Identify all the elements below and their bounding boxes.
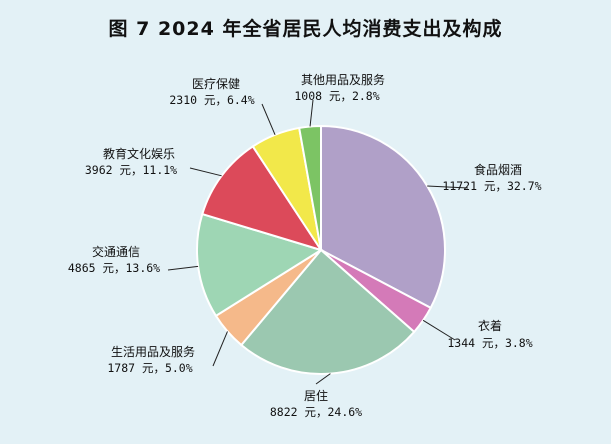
slice-name-label: 衣着 [478, 318, 502, 333]
leader-line-3 [315, 373, 331, 385]
pie-slice-5 [196, 212, 324, 318]
leader-line-8 [309, 99, 314, 127]
slice-value-label: 1008 元，2.8% [294, 89, 379, 103]
leader-line-1 [427, 185, 469, 189]
slice-name-label: 居住 [304, 389, 328, 403]
slice-value-label: 1344 元，3.8% [447, 336, 532, 350]
slice-value-label: 1787 元，5.0% [107, 361, 192, 375]
pie-slice-1 [320, 124, 446, 310]
chart-title: 图 7 2024 年全省居民人均消费支出及构成 [108, 18, 503, 40]
slice-name-label: 食品烟酒 [474, 162, 522, 177]
leader-line-5 [167, 265, 199, 271]
leader-line-7 [261, 103, 276, 136]
slice-value-label: 8822 元，24.6% [270, 405, 362, 419]
slice-value-label: 11721 元，32.7% [442, 179, 541, 193]
leader-line-2 [422, 319, 456, 341]
leader-line-4 [212, 331, 228, 367]
pie-slice-6 [201, 145, 324, 252]
leader-line-6 [189, 167, 222, 177]
slice-name-label: 交通通信 [92, 244, 140, 259]
slice-value-label: 4865 元，13.6% [68, 261, 160, 275]
pie-labels: 食品烟酒 11721 元，32.7% 衣着 1344 元，3.8% 居住 8822 元，2… [68, 72, 542, 419]
slice-name-label: 教育文化娱乐 [103, 146, 175, 161]
slice-value-label: 3962 元，11.1% [85, 163, 177, 177]
pie-slices [196, 124, 446, 375]
slice-value-label: 2310 元，6.4% [169, 93, 254, 107]
slice-name-label: 医疗保健 [192, 77, 240, 91]
slice-name-label: 生活用品及服务 [111, 344, 195, 359]
pie-slice-3 [239, 248, 416, 375]
slice-name-label: 其他用品及服务 [301, 72, 385, 87]
